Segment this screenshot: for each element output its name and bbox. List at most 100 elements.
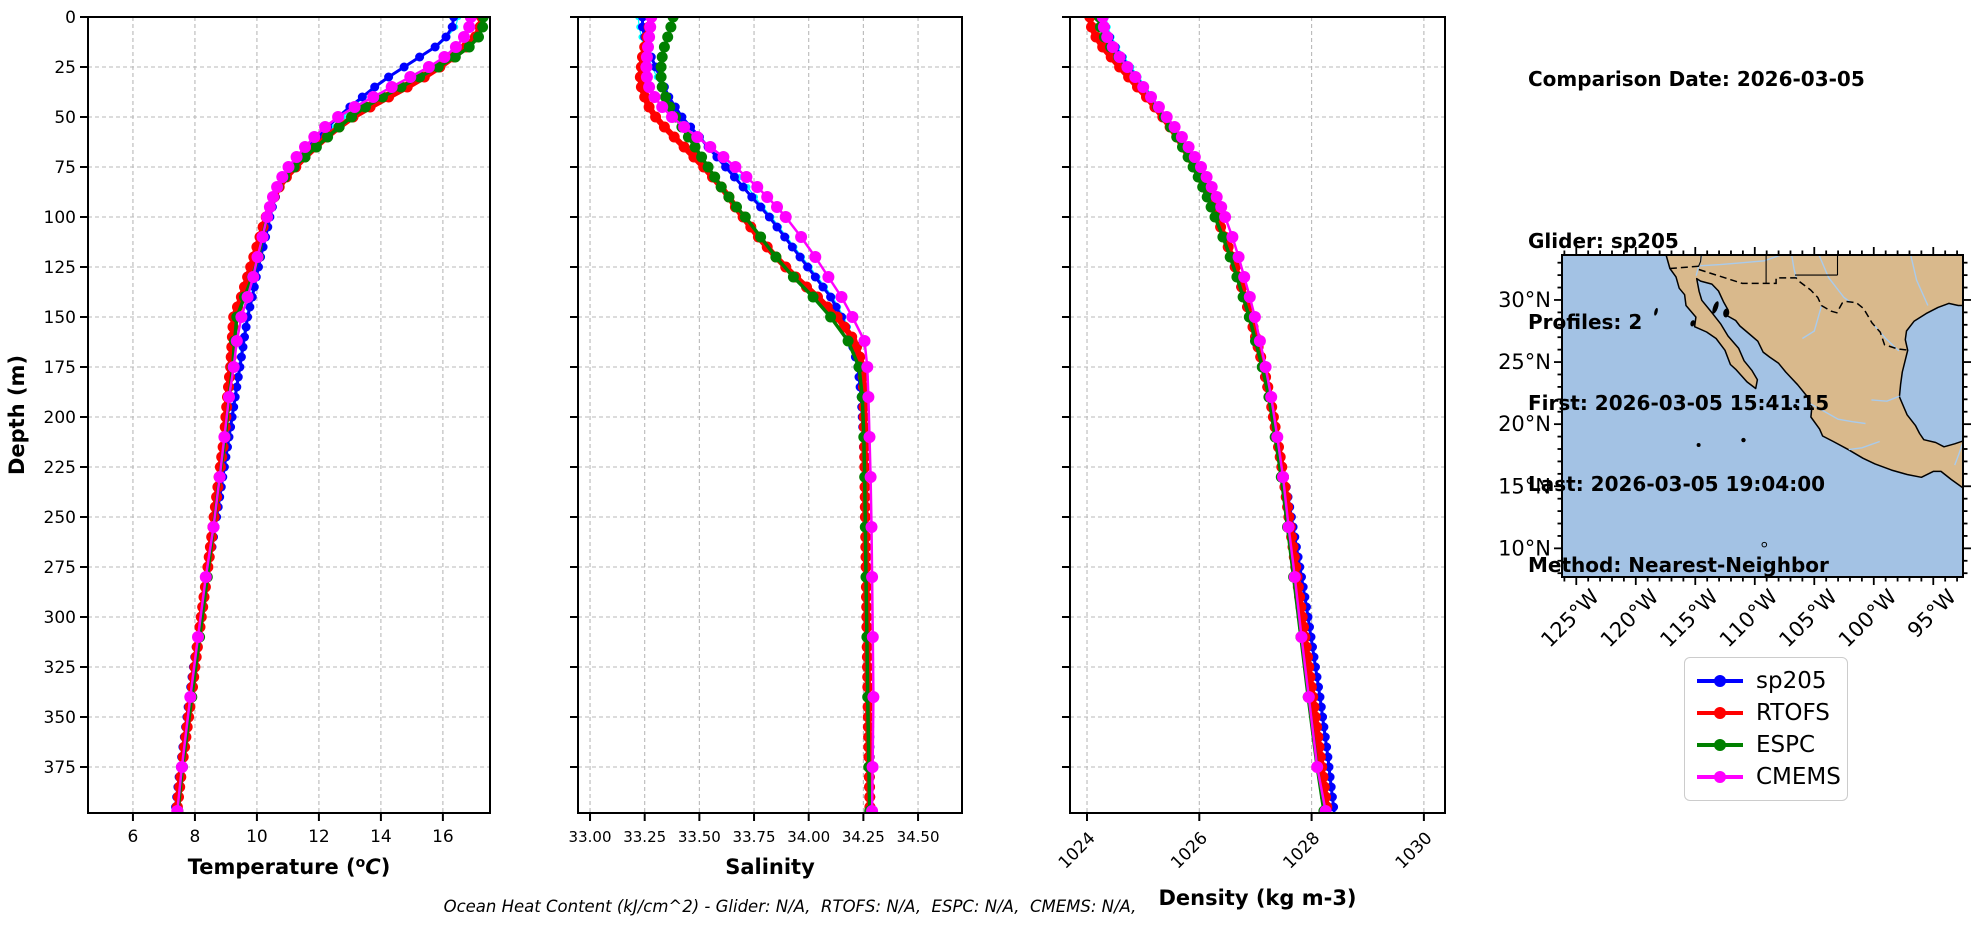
- data-marker: [447, 22, 457, 32]
- data-marker: [1175, 131, 1188, 143]
- data-marker: [310, 141, 322, 153]
- data-marker: [438, 51, 451, 63]
- legend-label: CMEMS: [1756, 764, 1841, 790]
- data-marker: [771, 201, 783, 213]
- data-marker: [1090, 31, 1102, 43]
- data-marker: [858, 335, 871, 347]
- data-marker: [867, 691, 880, 703]
- data-marker: [866, 631, 879, 643]
- data-marker: [642, 41, 654, 53]
- data-marker: [1209, 211, 1221, 223]
- plot-frame: [577, 16, 963, 814]
- density-profile: 1024 1026 1028 1030 Density (kg m-3): [1055, 16, 1446, 910]
- data-marker: [415, 52, 425, 62]
- data-marker: [691, 131, 704, 143]
- y-tick-label: 325: [44, 658, 76, 678]
- x-tick-label: 14: [370, 827, 392, 847]
- data-marker: [739, 211, 751, 223]
- data-marker: [656, 101, 669, 113]
- data-marker: [1086, 21, 1097, 33]
- data-marker: [1302, 691, 1315, 703]
- data-marker: [729, 161, 742, 173]
- data-marker: [1248, 311, 1261, 323]
- legend-line-sample: [1697, 739, 1743, 752]
- x-tick-label: 33.50: [678, 828, 721, 846]
- data-marker: [213, 471, 226, 483]
- data-marker: [1243, 291, 1256, 303]
- data-marker: [463, 41, 475, 53]
- x-tick-label: 34.50: [897, 828, 940, 846]
- data-marker: [740, 171, 753, 183]
- x-tick-label: 33.00: [569, 828, 612, 846]
- data-marker: [1106, 41, 1119, 53]
- map-river: [1910, 255, 1929, 306]
- map-river: [1699, 255, 1782, 267]
- data-marker: [1316, 702, 1326, 712]
- y-tick-label: 150: [44, 308, 76, 328]
- data-marker: [660, 91, 671, 103]
- x-tick-label: 8: [190, 827, 201, 847]
- data-marker: [247, 271, 260, 283]
- map-country-border: [1963, 473, 1972, 486]
- legend-line-sample: [1697, 707, 1743, 720]
- data-marker: [271, 181, 284, 193]
- data-marker: [723, 191, 735, 203]
- data-marker: [755, 231, 767, 243]
- series-cmems: [640, 17, 880, 813]
- data-marker: [1232, 251, 1245, 263]
- data-marker: [1318, 712, 1328, 722]
- legend-line-sample: [1697, 675, 1743, 688]
- data-marker: [367, 91, 380, 103]
- data-marker: [458, 31, 470, 43]
- data-marker: [668, 131, 680, 143]
- data-marker: [1205, 201, 1217, 213]
- data-marker: [276, 171, 289, 183]
- data-marker: [1282, 521, 1295, 533]
- data-marker: [223, 391, 235, 403]
- data-marker: [682, 131, 694, 143]
- data-marker: [658, 41, 670, 53]
- data-marker: [1152, 101, 1165, 113]
- data-marker: [655, 61, 667, 73]
- data-marker: [1259, 361, 1272, 373]
- data-marker: [747, 192, 757, 202]
- legend-marker-dot: [1714, 675, 1726, 688]
- data-marker: [648, 91, 661, 103]
- data-marker: [473, 31, 484, 43]
- legend-marker-dot: [1714, 707, 1726, 720]
- y-tick-label: 250: [44, 508, 76, 528]
- data-marker: [1192, 171, 1204, 183]
- data-marker: [1215, 201, 1228, 213]
- glider-name: Glider: sp205: [1528, 229, 1679, 253]
- data-marker: [299, 151, 311, 163]
- data-marker: [370, 82, 380, 92]
- data-marker: [1217, 231, 1229, 243]
- data-marker: [667, 17, 679, 23]
- data-marker: [779, 211, 792, 223]
- y-axis-label: Depth (m): [5, 355, 29, 475]
- y-tick-label: 275: [44, 558, 76, 578]
- comparison-date: Comparison Date: 2026-03-05: [1528, 67, 1865, 91]
- data-marker: [1224, 251, 1236, 263]
- x-tick-label: 33.25: [623, 828, 666, 846]
- data-marker: [650, 111, 662, 123]
- y-tick-label: 225: [44, 458, 76, 478]
- x-tick-label: 34.00: [787, 828, 830, 846]
- data-marker: [842, 335, 854, 347]
- legend-item-cmems: CMEMS: [1697, 761, 1841, 793]
- x-axis-label: Temperature (oC): [188, 855, 391, 879]
- y-tick-label: 200: [44, 408, 76, 428]
- y-tick-label: 350: [44, 708, 76, 728]
- series-line: [1105, 17, 1336, 812]
- map-island: [1654, 307, 1658, 316]
- data-marker: [772, 222, 782, 232]
- x-tick-label: 1024: [1055, 828, 1100, 873]
- data-marker: [1288, 571, 1301, 583]
- data-marker: [795, 252, 805, 262]
- data-marker: [199, 571, 212, 583]
- data-marker: [449, 51, 461, 63]
- data-marker: [780, 232, 790, 242]
- data-marker: [662, 31, 674, 43]
- data-marker: [640, 51, 653, 63]
- data-marker: [787, 242, 797, 252]
